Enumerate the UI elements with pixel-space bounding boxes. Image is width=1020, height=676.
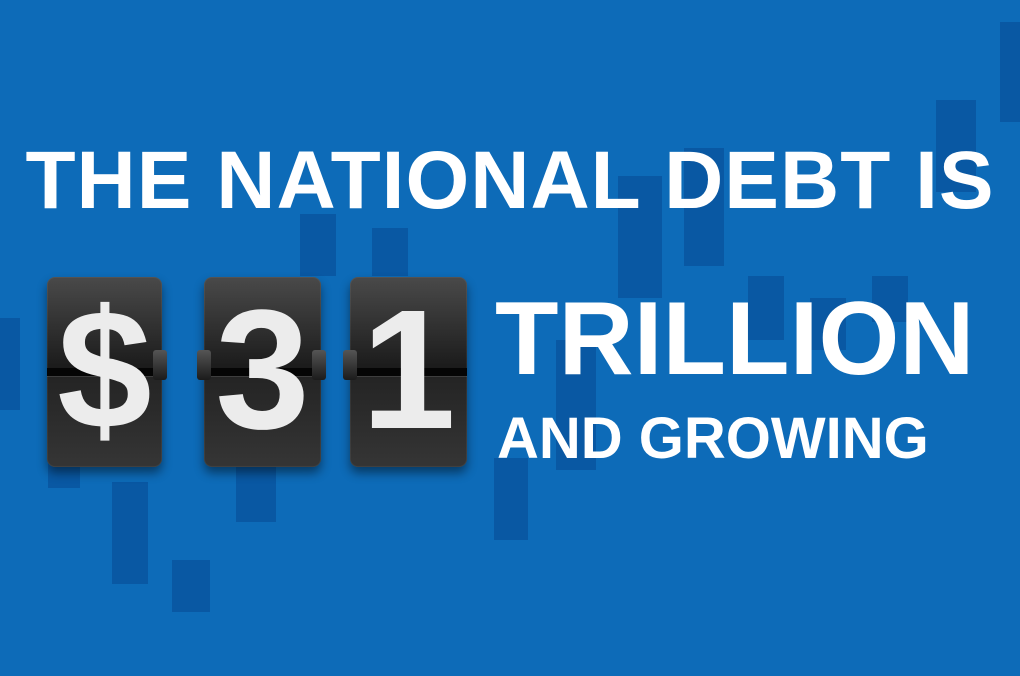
background-bar [936, 100, 976, 192]
background-bar [494, 458, 528, 540]
flip-digit-card: $ [47, 277, 162, 467]
flip-digit: 3 [215, 277, 310, 465]
headline: THE NATIONAL DEBT IS [25, 135, 995, 226]
background-bar [748, 276, 784, 340]
trillion-label: TRILLION [495, 281, 975, 397]
background-bar [556, 340, 596, 470]
growing-label: AND GROWING [497, 406, 929, 471]
background-bar [372, 228, 408, 276]
background-bar [618, 176, 662, 298]
flip-digit-card: 3 [204, 277, 321, 467]
background-bar [810, 298, 846, 350]
background-bar [300, 214, 336, 276]
background-bar [0, 318, 20, 410]
flip-hinge [153, 350, 167, 380]
flip-hinge [343, 350, 357, 380]
flip-digit: 1 [361, 277, 456, 465]
background-bar [872, 276, 908, 322]
background-bar [172, 560, 210, 612]
flip-hinge [312, 350, 326, 380]
background-bar [1000, 22, 1020, 122]
background-bar [236, 466, 276, 522]
flip-digit: $ [57, 277, 152, 465]
background-bar [112, 482, 148, 584]
flip-hinge [197, 350, 211, 380]
background-bar [684, 148, 724, 266]
flip-digit-card: 1 [350, 277, 467, 467]
